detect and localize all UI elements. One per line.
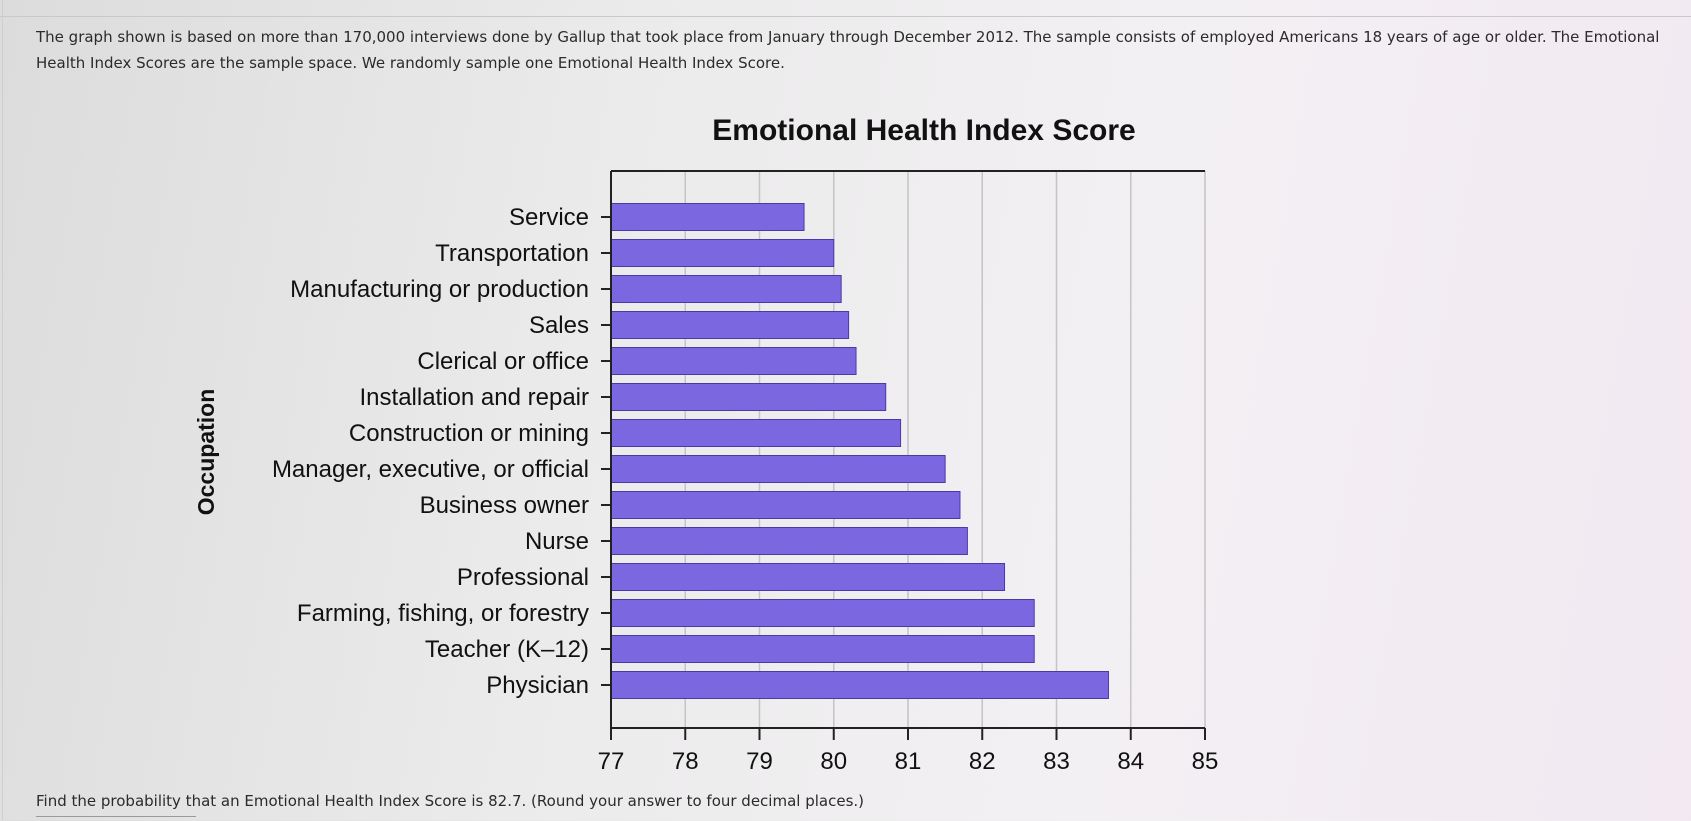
bar xyxy=(610,563,1006,591)
x-tick-label: 77 xyxy=(598,748,625,775)
x-tick-label: 83 xyxy=(1043,748,1070,775)
category-label: Construction or mining xyxy=(349,420,589,447)
bar xyxy=(610,527,968,555)
bar xyxy=(610,419,902,447)
x-tick-label: 85 xyxy=(1192,748,1219,775)
problem-intro-text: The graph shown is based on more than 17… xyxy=(36,28,1660,72)
bar xyxy=(610,491,961,519)
x-tick-labels: 77 78 79 80 81 82 83 84 85 xyxy=(598,748,1219,775)
left-divider xyxy=(2,0,3,820)
x-tick-label: 84 xyxy=(1117,748,1144,775)
chart-title: Emotional Health Index Score xyxy=(712,114,1135,147)
bars xyxy=(610,203,1109,699)
y-axis-label: Occupation xyxy=(193,389,219,516)
category-label: Teacher (K–12) xyxy=(425,636,589,663)
category-label: Physician xyxy=(486,672,589,699)
category-label: Farming, fishing, or forestry xyxy=(297,600,589,627)
question-text: Find the probability that an Emotional H… xyxy=(36,792,865,810)
category-label: Manager, executive, or official xyxy=(272,456,589,483)
bar xyxy=(610,671,1109,699)
bar xyxy=(610,239,835,267)
x-tick-label: 78 xyxy=(672,748,699,775)
answer-input[interactable] xyxy=(36,816,196,821)
axes xyxy=(601,170,1206,740)
x-tick-label: 79 xyxy=(746,748,773,775)
bar xyxy=(610,635,1035,663)
bar xyxy=(610,275,842,303)
bar xyxy=(610,311,850,339)
category-label: Clerical or office xyxy=(417,348,589,375)
bar xyxy=(610,203,805,231)
category-label: Nurse xyxy=(525,528,589,555)
bar xyxy=(610,383,887,411)
category-label: Installation and repair xyxy=(360,384,589,411)
top-divider xyxy=(0,16,1691,17)
bar xyxy=(610,347,857,375)
category-label: Sales xyxy=(529,312,589,339)
category-label: Professional xyxy=(457,564,589,591)
x-tick-label: 80 xyxy=(820,748,847,775)
bar-chart: Emotional Health Index Score Occupation … xyxy=(193,114,1219,775)
category-label: Service xyxy=(509,204,589,231)
category-labels: Service Transportation Manufacturing or pr… xyxy=(272,204,589,699)
x-tick-label: 82 xyxy=(969,748,996,775)
category-label: Transportation xyxy=(435,240,589,267)
bar xyxy=(610,599,1035,627)
category-label: Manufacturing or production xyxy=(290,276,589,303)
category-label: Business owner xyxy=(420,492,589,519)
x-tick-label: 81 xyxy=(895,748,922,775)
bar xyxy=(610,455,946,483)
